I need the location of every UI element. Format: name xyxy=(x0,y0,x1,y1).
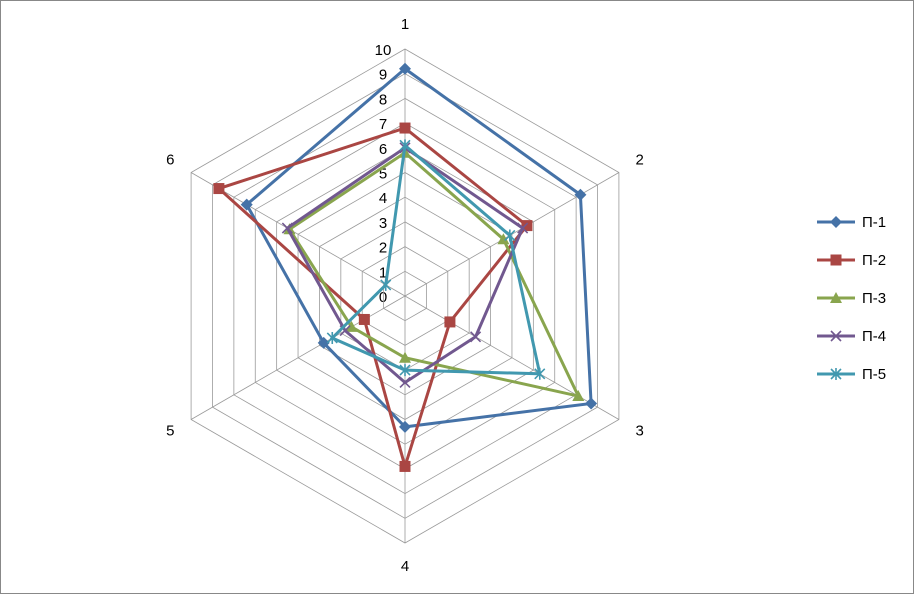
legend-label: П-2 xyxy=(862,252,886,269)
data-point xyxy=(497,233,510,245)
data-point xyxy=(470,331,482,343)
category-label: 5 xyxy=(166,422,174,439)
data-point xyxy=(317,336,330,349)
data-point xyxy=(399,420,411,433)
data-point xyxy=(213,183,225,195)
category-label: 6 xyxy=(166,151,174,168)
data-point xyxy=(399,62,411,75)
spoke xyxy=(190,172,406,297)
category-label: 1 xyxy=(401,16,409,33)
legend-marker xyxy=(830,368,842,380)
r-tick-label: 7 xyxy=(379,116,387,133)
data-point xyxy=(399,364,411,377)
data-point xyxy=(517,222,529,234)
data-point xyxy=(283,223,296,235)
r-tick-label: 1 xyxy=(379,264,387,281)
data-point xyxy=(572,390,585,402)
r-tick-label: 6 xyxy=(379,141,387,158)
data-point xyxy=(326,331,338,344)
data-point xyxy=(345,320,358,332)
r-tick-label: 4 xyxy=(379,190,387,207)
spoke xyxy=(404,295,620,420)
legend-label: П-4 xyxy=(862,328,886,345)
data-point xyxy=(504,229,516,242)
r-tick-label: 3 xyxy=(379,215,387,232)
legend-label: П-3 xyxy=(862,290,886,307)
r-tick-label: 8 xyxy=(379,91,387,108)
legend-marker xyxy=(830,330,842,342)
legend-marker xyxy=(830,254,842,266)
data-point xyxy=(399,376,411,389)
category-label: 4 xyxy=(401,558,409,575)
data-point xyxy=(240,198,253,211)
data-point xyxy=(399,351,411,363)
data-point xyxy=(534,367,546,380)
data-point xyxy=(380,278,392,291)
data-point xyxy=(281,222,293,234)
data-point xyxy=(521,220,533,232)
category-label: 2 xyxy=(636,151,644,168)
data-point xyxy=(358,313,370,325)
legend-marker xyxy=(830,292,842,303)
legend-label: П-5 xyxy=(862,366,886,383)
data-point xyxy=(585,397,598,410)
r-tick-label: 10 xyxy=(375,42,392,59)
data-point xyxy=(444,316,456,328)
r-tick-label: 0 xyxy=(379,289,387,306)
category-label: 3 xyxy=(636,422,644,439)
r-tick-label: 9 xyxy=(379,67,387,84)
r-tick-label: 5 xyxy=(379,165,387,182)
data-point xyxy=(574,188,587,201)
legend-label: П-1 xyxy=(862,214,886,231)
data-point xyxy=(399,460,411,472)
legend-marker xyxy=(830,216,842,228)
data-point xyxy=(399,122,411,134)
data-point xyxy=(399,139,411,152)
r-tick-label: 2 xyxy=(379,240,387,257)
